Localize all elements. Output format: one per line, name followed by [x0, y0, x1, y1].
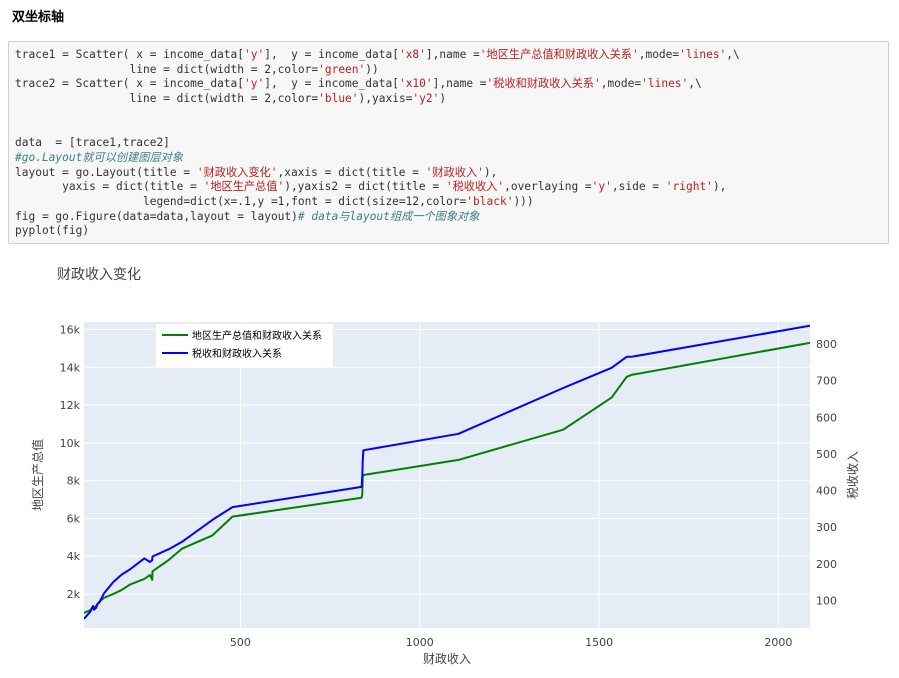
code-token: fig = go.Figure(data=data,layout = layou…	[15, 209, 298, 223]
y-tick-label: 14k	[60, 361, 81, 374]
code-token: '地区生产总值'	[203, 180, 285, 194]
legend-label: 税收和财政收入关系	[192, 347, 282, 360]
code-line: legend=dict(x=.1,y =1,font = dict(size=1…	[15, 195, 888, 210]
code-token: 'x10'	[398, 77, 433, 91]
code-token: line = dict(width = 2,color=	[15, 92, 319, 106]
x-tick-label: 500	[230, 636, 251, 649]
y-axis-title: 地区生产总值	[30, 439, 45, 511]
code-token: # data与layout组成一个图象对象	[297, 209, 480, 223]
code-line: data = [trace1,trace2]	[15, 136, 888, 151]
code-token: )	[439, 92, 447, 106]
section-heading: 双坐标轴	[12, 10, 65, 25]
code-token: 'y2'	[412, 92, 440, 106]
code-token: '地区生产总值和财政收入关系'	[479, 48, 639, 61]
code-line: line = dict(width = 2,color='green'))	[15, 63, 888, 78]
code-token: 'y'	[244, 77, 265, 91]
code-line: pyplot(fig)	[15, 224, 888, 239]
code-token: 'lines'	[641, 77, 689, 91]
code-line: trace2 = Scatter( x = income_data['y'], …	[15, 77, 888, 92]
code-token: ],name =	[432, 77, 487, 91]
y-tick-label: 6k	[67, 512, 81, 525]
code-token: 'lines'	[679, 48, 727, 61]
x-tick-label: 1500	[585, 636, 613, 649]
code-token: ,\	[726, 48, 740, 61]
code-line	[15, 121, 888, 136]
y2-tick-label: 200	[816, 558, 837, 571]
code-token: ,side =	[611, 180, 666, 194]
y2-tick-label: 700	[816, 375, 837, 388]
y2-tick-label: 800	[816, 338, 837, 351]
code-line: yaxis = dict(title = '地区生产总值'),yaxis2 = …	[15, 180, 888, 195]
code-token: ,\	[688, 77, 702, 91]
x-tick-label: 1000	[406, 636, 434, 649]
code-token: 'right'	[665, 180, 713, 194]
code-line: trace1 = Scatter( x = income_data['y'], …	[15, 48, 888, 63]
code-token: ], y = income_data[	[264, 48, 399, 61]
code-token: ))	[365, 62, 379, 76]
y-tick-label: 8k	[67, 475, 81, 488]
y2-tick-label: 600	[816, 411, 837, 424]
code-block: trace1 = Scatter( x = income_data['y'], …	[9, 42, 888, 239]
y2-tick-label: 500	[816, 448, 837, 461]
code-token: legend=dict(x=.1,y =1,font = dict(size=1…	[15, 194, 467, 208]
code-token: '税收和财政收入关系'	[486, 77, 601, 91]
y-tick-label: 4k	[67, 550, 81, 563]
code-token: yaxis = dict(title =	[15, 180, 204, 194]
code-token: )))	[513, 194, 534, 208]
y-tick-label: 10k	[60, 437, 81, 450]
y-tick-label: 2k	[67, 588, 81, 601]
code-line: line = dict(width = 2,color='blue'),yaxi…	[15, 92, 888, 107]
code-token: ,mode=	[638, 48, 680, 61]
code-token: trace2 = Scatter( x = income_data[	[15, 77, 245, 91]
chart-title: 财政收入变化	[57, 267, 141, 283]
code-token: pyplot(fig)	[15, 224, 90, 238]
code-token: ,overlaying =	[504, 180, 592, 194]
code-token: ], y = income_data[	[264, 77, 399, 91]
legend-box[interactable]	[156, 324, 333, 367]
code-line: layout = go.Layout(title = '财政收入变化',xaxi…	[15, 166, 888, 181]
plot-background[interactable]	[84, 322, 810, 628]
legend-label: 地区生产总值和财政收入关系	[192, 329, 322, 342]
y2-tick-label: 400	[816, 485, 837, 498]
code-token: ],name =	[425, 48, 480, 61]
y2-axis-title: 税收收入	[846, 451, 860, 499]
code-token: 'blue'	[318, 92, 359, 106]
code-line: fig = go.Figure(data=data,layout = layou…	[15, 210, 888, 225]
code-token: 'y'	[244, 48, 265, 61]
plot-area[interactable]: 财政收入变化 500 1000 1500 2000 2k 4k 6k 8k 10k 12k 14k 16…	[0, 250, 899, 674]
code-token: 'y'	[591, 180, 612, 194]
code-token: line = dict(width = 2,color=	[15, 62, 319, 76]
code-token: #go.Layout就可以创建图层对象	[15, 150, 184, 164]
code-token: trace1 = Scatter( x = income_data[	[15, 48, 245, 61]
code-line	[15, 107, 888, 122]
code-token: 'x8'	[398, 48, 426, 61]
code-token: ),yaxis=	[358, 92, 413, 106]
series-line-2[interactable]	[84, 324, 810, 620]
y-tick-label: 12k	[60, 399, 81, 412]
code-token: ),yaxis2 = dict(title =	[284, 180, 446, 194]
code-token: '税收收入'	[445, 180, 505, 194]
code-token: data = [trace1,trace2]	[15, 136, 170, 150]
y2-tick-label: 300	[816, 521, 837, 534]
code-token: ),	[712, 180, 727, 194]
code-token: '财政收入变化'	[196, 165, 278, 179]
code-token: ,xaxis = dict(title =	[277, 165, 426, 179]
code-token: 'green'	[318, 62, 366, 76]
y2-tick-label: 100	[816, 595, 837, 608]
code-line: #go.Layout就可以创建图层对象	[15, 151, 888, 166]
code-token: layout = go.Layout(title =	[15, 165, 197, 179]
code-token: 'black'	[466, 194, 514, 208]
code-token: ),	[483, 165, 498, 179]
x-axis-title: 财政收入	[423, 652, 471, 666]
x-tick-label: 2000	[764, 636, 792, 649]
code-token: '财政收入'	[425, 165, 484, 179]
code-token: ,mode=	[600, 77, 642, 91]
y-tick-label: 16k	[60, 324, 81, 337]
code-cell[interactable]: trace1 = Scatter( x = income_data['y'], …	[8, 41, 889, 244]
chart-svg[interactable]: 财政收入变化 500 1000 1500 2000 2k 4k 6k 8k 10k 12k 14k 16…	[0, 250, 899, 674]
